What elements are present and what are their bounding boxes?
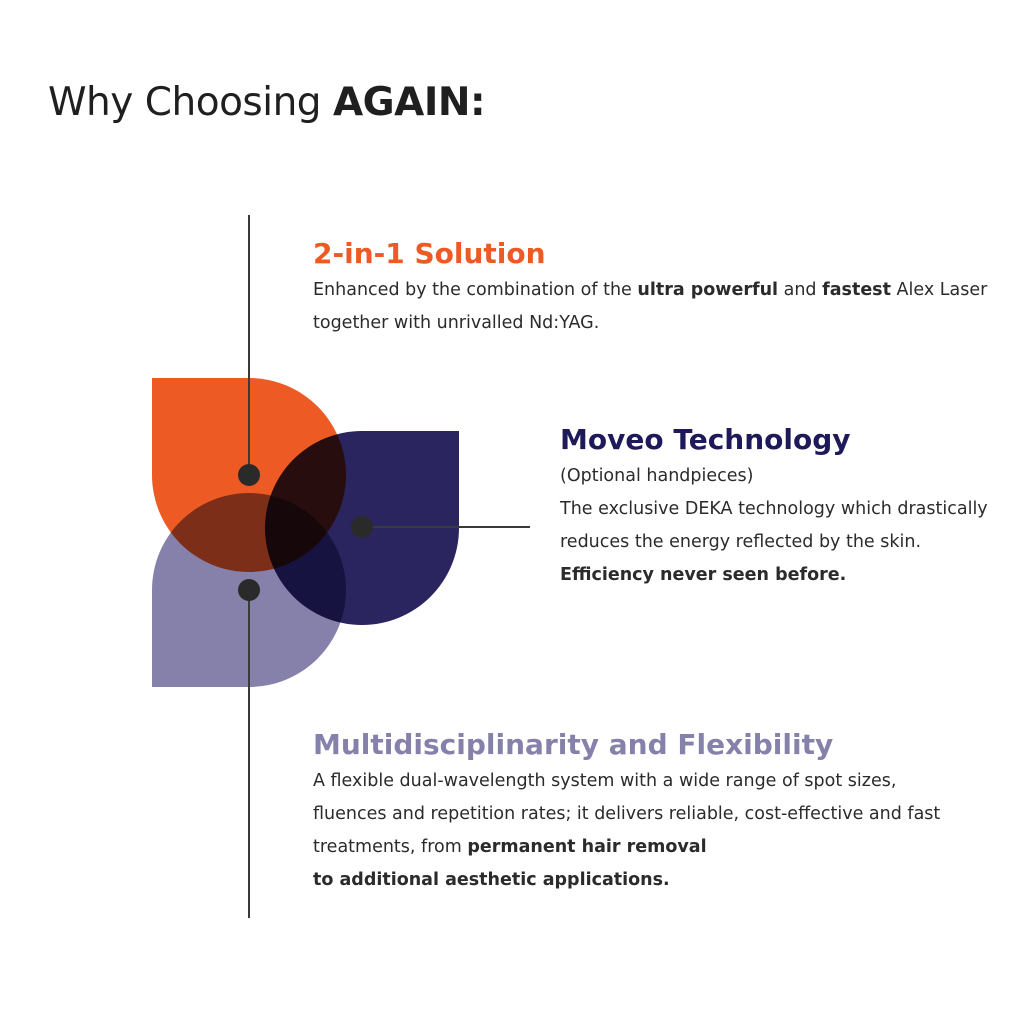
feature-heading: Multidisciplinarity and Flexibility bbox=[313, 728, 834, 761]
feature-heading: Moveo Technology bbox=[560, 423, 851, 456]
feature-moveo: Moveo Technology (Optional handpieces) T… bbox=[560, 422, 990, 592]
connector-line-top bbox=[248, 215, 250, 475]
text: A flexible dual-wavelength system with a… bbox=[313, 771, 941, 857]
connector-line-bottom bbox=[248, 590, 250, 918]
text: Alex Laser together with unrivalled Nd:Y… bbox=[313, 280, 988, 333]
bold-text: permanent hair removal bbox=[467, 837, 707, 857]
page-title: Why Choosing AGAIN: bbox=[48, 80, 486, 125]
feature-heading: 2-in-1 Solution bbox=[313, 237, 546, 270]
bold-text: fastest bbox=[822, 280, 891, 300]
bold-text: ultra powerful bbox=[637, 280, 779, 300]
feature-text: A flexible dual-wavelength system with a… bbox=[313, 765, 973, 897]
dot-marker-right bbox=[351, 516, 373, 538]
feature-text: Enhanced by the combination of the ultra… bbox=[313, 274, 1003, 340]
dot-marker-top bbox=[238, 464, 260, 486]
feature-text: The exclusive DEKA technology which dras… bbox=[560, 493, 990, 592]
feature-subtitle: (Optional handpieces) bbox=[560, 466, 754, 486]
bold-text: Efficiency never seen before. bbox=[560, 565, 847, 585]
text: and bbox=[778, 280, 823, 300]
bold-text: to additional aesthetic applications. bbox=[313, 870, 670, 890]
feature-multidisciplinarity: Multidisciplinarity and Flexibility A fl… bbox=[313, 727, 973, 897]
text: The exclusive DEKA technology which dras… bbox=[560, 499, 988, 552]
title-brand: AGAIN: bbox=[332, 80, 486, 125]
dot-marker-bottom bbox=[238, 579, 260, 601]
title-prefix: Why Choosing bbox=[48, 80, 333, 125]
text: Enhanced by the combination of the bbox=[313, 280, 638, 300]
feature-2in1: 2-in-1 Solution Enhanced by the combinat… bbox=[313, 236, 1003, 340]
connector-line-right bbox=[362, 526, 530, 528]
